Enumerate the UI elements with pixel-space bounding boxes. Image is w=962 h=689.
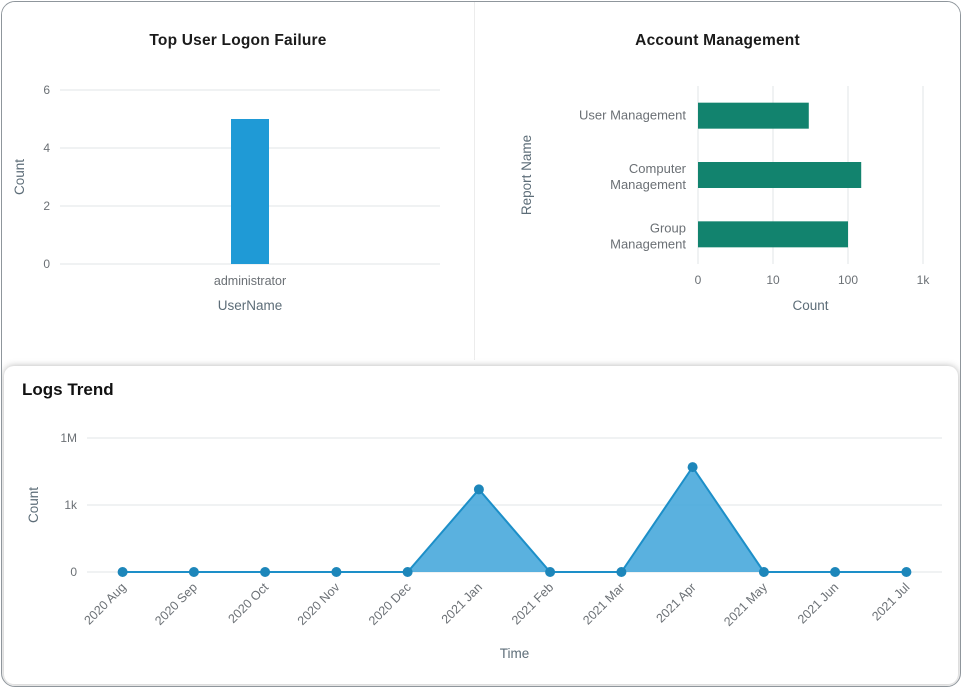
- y-axis-label: Count: [26, 487, 41, 523]
- trend-point[interactable]: [687, 462, 698, 473]
- trend-point[interactable]: [758, 567, 769, 577]
- category-label: Management: [610, 236, 686, 251]
- x-axis-label: UserName: [218, 298, 283, 313]
- account-management-bar[interactable]: [698, 162, 862, 188]
- trend-point[interactable]: [545, 567, 556, 577]
- category-label: Computer: [629, 161, 687, 176]
- chart-title-top-user-logon-failure: Top User Logon Failure: [149, 32, 327, 49]
- x-tick-label: administrator: [214, 274, 286, 288]
- x-tick-label: 2021 May: [721, 580, 770, 629]
- y-tick-label: 0: [43, 257, 50, 271]
- x-tick-label: 2021 Mar: [580, 580, 627, 627]
- trend-line: [122, 465, 907, 573]
- y-axis-label: Report Name: [519, 135, 534, 215]
- trend-area: [122, 467, 907, 572]
- x-tick-label: 2021 Apr: [653, 580, 698, 625]
- y-tick-label: 2: [43, 199, 50, 213]
- x-tick-label: 2021 Jun: [795, 580, 841, 626]
- category-label: Management: [610, 177, 686, 192]
- x-tick-label: 1k: [917, 273, 931, 287]
- x-axis-label: Time: [500, 646, 530, 661]
- y-tick-label: 1k: [64, 498, 78, 512]
- y-tick-label: 0: [70, 565, 77, 579]
- top-charts-row: Top User Logon Failure 0 2 4 6 administrator…: [2, 2, 960, 360]
- trend-point[interactable]: [830, 567, 841, 577]
- top-user-logon-failure-chart: 0 2 4 6 administrator UserName Count: [12, 83, 440, 313]
- trend-point[interactable]: [331, 567, 342, 577]
- x-tick-label: 2021 Jul: [869, 580, 912, 623]
- logs-trend-chart: 0 1k 1M 2020 Aug 2020 Sep 2020 Oct 2020 Nov 202…: [26, 431, 942, 661]
- chart-title-account-management: Account Management: [635, 32, 800, 49]
- x-tick-label: 0: [695, 273, 702, 287]
- panel-top-user-logon-failure: Top User Logon Failure 0 2 4 6 administrator…: [2, 2, 474, 360]
- x-tick-label: 2020 Oct: [225, 580, 271, 626]
- logon-failure-bar[interactable]: [231, 119, 269, 264]
- x-axis-label: Count: [792, 298, 828, 313]
- x-tick-label: 2020 Dec: [366, 580, 414, 628]
- chart-title-logs-trend: Logs Trend: [22, 380, 114, 399]
- y-tick-label: 6: [43, 83, 50, 97]
- x-tick-label: 2021 Feb: [509, 580, 556, 627]
- x-tick-label: 2020 Sep: [152, 580, 200, 628]
- category-label: Group: [650, 220, 686, 235]
- x-tick-label: 2021 Jan: [439, 580, 485, 626]
- account-management-bar[interactable]: [698, 221, 848, 248]
- account-management-bar[interactable]: [698, 102, 809, 129]
- category-label: User Management: [579, 108, 686, 123]
- trend-point[interactable]: [616, 567, 627, 577]
- trend-point[interactable]: [901, 567, 912, 577]
- panel-account-management: Account Management 0 10 100 1k User Manageme…: [474, 2, 960, 360]
- x-tick-label: 2020 Nov: [295, 580, 343, 628]
- x-tick-label: 10: [766, 273, 780, 287]
- trend-point[interactable]: [188, 567, 199, 577]
- trend-point[interactable]: [117, 567, 128, 577]
- trend-point[interactable]: [402, 567, 413, 577]
- y-tick-label: 1M: [60, 431, 77, 445]
- trend-point[interactable]: [260, 567, 271, 577]
- trend-point[interactable]: [473, 484, 484, 495]
- x-tick-label: 2020 Aug: [81, 580, 128, 627]
- x-tick-label: 100: [838, 273, 858, 287]
- y-axis-label: Count: [12, 159, 27, 195]
- y-tick-label: 4: [43, 141, 50, 155]
- panel-logs-trend: Logs Trend 0 1k 1M 2020 Aug 2020 Sep 2020 Oct…: [4, 366, 958, 684]
